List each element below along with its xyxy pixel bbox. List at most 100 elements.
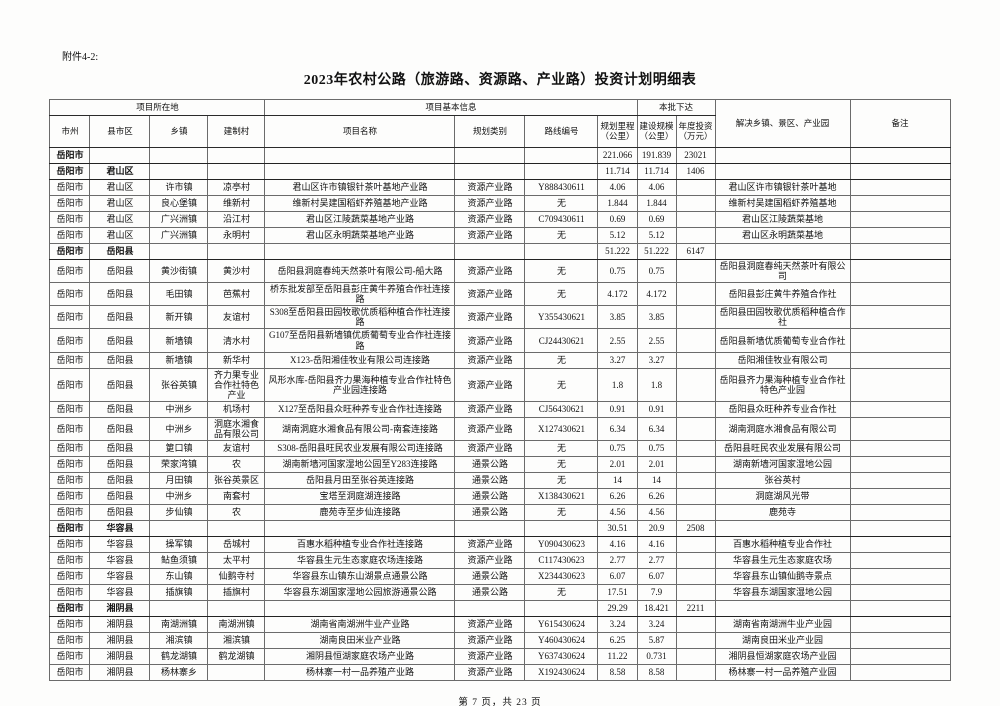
cell-remark xyxy=(849,472,951,490)
cell-county: 岳阳县 xyxy=(89,440,151,458)
cell-remark xyxy=(849,243,951,260)
cell-city: 岳阳市 xyxy=(49,456,91,474)
cell-remark xyxy=(849,536,951,554)
cell-town: 良心堡镇 xyxy=(149,195,209,212)
cell-village: 机场村 xyxy=(207,400,266,418)
cell-benefit: 君山区许市镇银针茶叶基地 xyxy=(714,179,851,196)
table-row: 岳阳市 岳阳县 中洲乡 洞庭水湘食品有限公司 湖南洞庭水湘食品有限公司-南套连接路 资源产… xyxy=(49,416,951,442)
cell-project: 君山区许市镇银针茶叶基地产业路 xyxy=(264,179,456,196)
cell-category: 资源产业路 xyxy=(454,211,526,228)
cell-village: 友谊村 xyxy=(207,440,266,458)
cell-build-km: 18.421 xyxy=(636,600,677,618)
cell-remark xyxy=(849,351,951,369)
cell-city: 岳阳市 xyxy=(49,552,91,570)
cell-remark xyxy=(849,456,951,474)
cell-benefit: 杨林寨一村一品养殖产业园 xyxy=(714,664,851,682)
cell-benefit: 岳阳县旺民农业发展有限公司 xyxy=(714,440,851,458)
cell-remark xyxy=(849,600,951,618)
cell-route-code: 无 xyxy=(524,367,599,402)
cell-benefit: 湖南省南湖洲牛业产业园 xyxy=(714,616,851,634)
cell-invest xyxy=(675,504,716,522)
cell-planned-km: 2.01 xyxy=(597,456,638,474)
cell-county: 岳阳县 xyxy=(89,472,151,490)
cell-planned-km: 6.25 xyxy=(597,632,638,650)
cell-planned-km: 2.55 xyxy=(597,328,638,353)
cell-build-km: 0.75 xyxy=(636,440,677,458)
header-col-planned-km: 规划里程（公里） xyxy=(597,115,638,148)
table-row-summary: 岳阳市 岳阳县 51.222 51.222 6147 xyxy=(49,243,951,260)
cell-county: 湘阴县 xyxy=(89,616,151,634)
cell-village: 洞庭水湘食品有限公司 xyxy=(207,416,266,442)
cell-city: 岳阳市 xyxy=(49,195,91,212)
cell-route-code: 无 xyxy=(524,456,599,474)
cell-city: 岳阳市 xyxy=(49,211,91,228)
cell-remark xyxy=(849,664,951,682)
cell-remark xyxy=(849,504,951,522)
cell-project: 维新村吴建国稻虾养殖基地产业路 xyxy=(264,195,456,212)
cell-invest xyxy=(675,616,716,634)
cell-benefit: 张谷英村 xyxy=(714,472,851,490)
cell-benefit: 华容县东湖国家湿地公园 xyxy=(714,584,851,602)
cell-remark xyxy=(849,416,951,442)
cell-benefit: 岳阳县齐力果海种植专业合作社特色产业园 xyxy=(714,367,851,402)
cell-city: 岳阳市 xyxy=(49,616,91,634)
cell-county: 岳阳县 xyxy=(89,282,151,307)
cell-planned-km: 0.69 xyxy=(597,211,638,228)
cell-village: 张谷英景区 xyxy=(207,472,266,490)
table-row: 岳阳市 岳阳县 步仙镇农鹿苑寺至步仙连接路 通景公路无 4.56 4.56 鹿苑寺 xyxy=(49,504,951,522)
cell-category: 通景公路 xyxy=(454,504,526,522)
cell-city: 岳阳市 xyxy=(49,664,91,682)
table-row: 岳阳市 岳阳县 中洲乡 机场村 X127至岳阳县众旺种养专业合作社连接路 资源产业路 CJ5… xyxy=(49,400,951,418)
cell-category: 资源产业路 xyxy=(454,400,526,418)
cell-project: 湘阴县恒湖家庭农场产业路 xyxy=(264,648,456,666)
cell-route-code: Y090430623 xyxy=(524,536,599,554)
cell-county: 君山区 xyxy=(89,163,151,180)
cell-route-code xyxy=(524,600,599,618)
cell-village: 清水村 xyxy=(207,328,266,353)
cell-invest: 23021 xyxy=(675,147,716,164)
table-row: 岳阳市 岳阳县 张谷英镇 齐力果专业合作社特色产业 风形水库-岳阳县齐力果海种植专业合作… xyxy=(49,367,951,402)
cell-town: 中洲乡 xyxy=(149,416,209,442)
header-group-batch: 本批下达 xyxy=(636,99,716,116)
cell-project: 岳阳县月田至张谷英连接路 xyxy=(264,472,456,490)
cell-build-km: 4.16 xyxy=(636,536,677,554)
cell-county: 君山区 xyxy=(89,211,151,228)
cell-build-km: 5.12 xyxy=(636,227,677,244)
cell-category: 资源产业路 xyxy=(454,227,526,244)
cell-remark xyxy=(849,632,951,650)
cell-county: 岳阳县 xyxy=(89,243,151,260)
cell-project: 湖南新墙河国家湿地公园至Y283连接路 xyxy=(264,456,456,474)
cell-category: 资源产业路 xyxy=(454,351,526,369)
header-col-build-km: 建设规模（公里） xyxy=(636,115,677,148)
cell-village: 鹤龙湖镇 xyxy=(207,648,266,666)
cell-county: 华容县 xyxy=(89,552,151,570)
cell-build-km: 2.55 xyxy=(636,328,677,353)
cell-town: 中洲乡 xyxy=(149,488,209,506)
cell-town: 操军镇 xyxy=(149,536,209,554)
table-row: 岳阳市 岳阳县 新墙镇 新华村 X123-岳阳湘佳牧业有限公司连接路 资源产业路无 3.27… xyxy=(49,351,951,369)
table-row: 岳阳市 华容县 东山镇 仙鹅寺村 华容县东山镇东山湖景点通景公路 通景公路 X2344306… xyxy=(49,568,951,586)
cell-benefit: 岳阳县众旺种养专业合作社 xyxy=(714,400,851,418)
cell-planned-km: 17.51 xyxy=(597,584,638,602)
cell-project: 鹿苑寺至步仙连接路 xyxy=(264,504,456,522)
cell-village: 仙鹅寺村 xyxy=(207,568,266,586)
cell-invest xyxy=(675,400,716,418)
cell-remark xyxy=(849,328,951,353)
cell-category xyxy=(454,600,526,618)
cell-build-km: 1.8 xyxy=(636,367,677,402)
cell-project: 湖南洞庭水湘食品有限公司-南套连接路 xyxy=(264,416,456,442)
cell-village xyxy=(207,520,266,538)
cell-category: 通景公路 xyxy=(454,568,526,586)
table-row: 岳阳市 君山区 广兴洲镇 永明村 君山区永明蔬菜基地产业路 资源产业路无 5.12 5.12 君… xyxy=(49,227,951,244)
cell-benefit: 维新村吴建国稻虾养殖基地 xyxy=(714,195,851,212)
header-col-county: 县市区 xyxy=(89,115,151,148)
cell-remark xyxy=(849,179,951,196)
cell-build-km: 20.9 xyxy=(636,520,677,538)
header-col-route-code: 路线编号 xyxy=(524,115,599,148)
cell-planned-km: 14 xyxy=(597,472,638,490)
cell-benefit: 君山区江陵蔬菜基地 xyxy=(714,211,851,228)
cell-project xyxy=(264,243,456,260)
cell-project: 风形水库-岳阳县齐力果海种植专业合作社特色产业园连接路 xyxy=(264,367,456,402)
cell-city: 岳阳市 xyxy=(49,163,91,180)
cell-benefit: 君山区永明蔬菜基地 xyxy=(714,227,851,244)
